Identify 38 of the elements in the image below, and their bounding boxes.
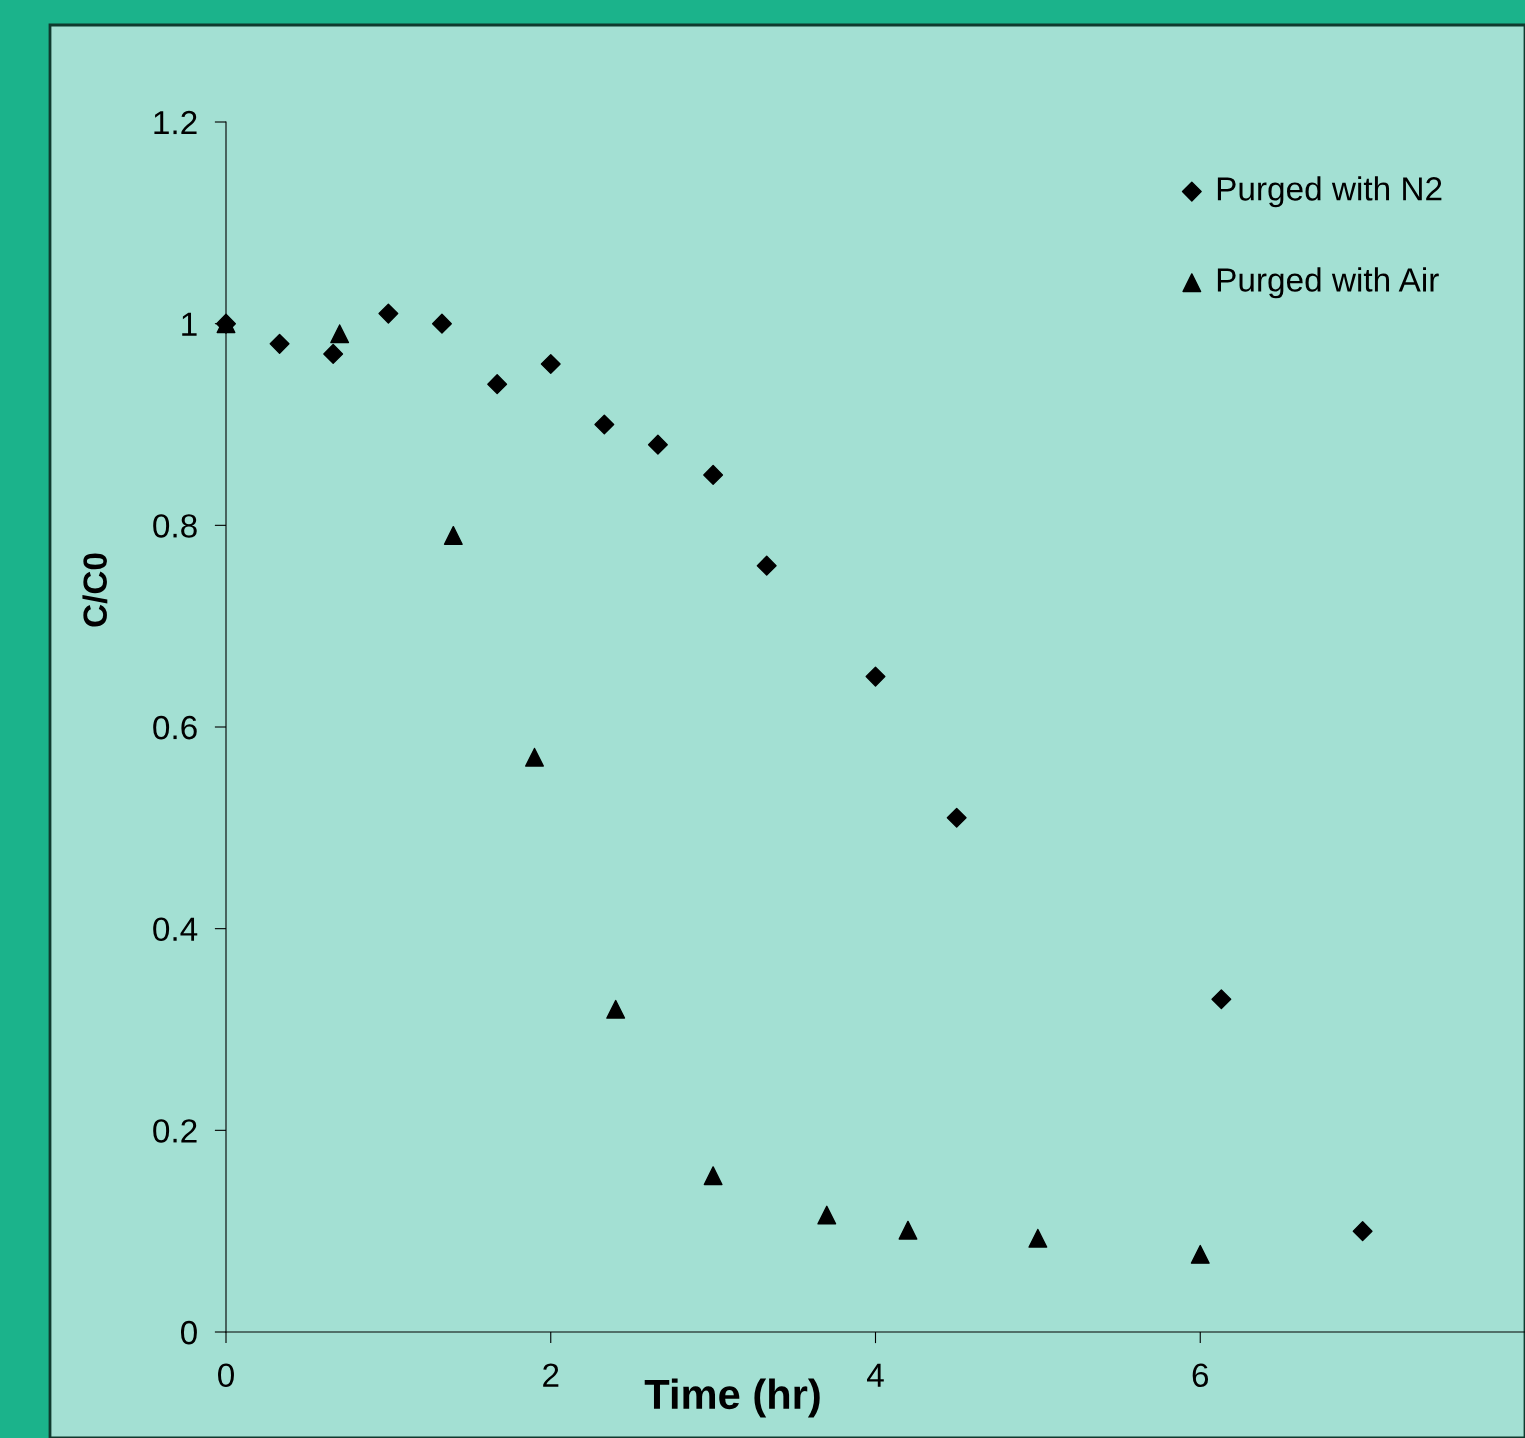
point [898,1220,918,1240]
y-tick-label: 0.8 [153,514,197,538]
point [323,343,344,364]
x-tick-label: 4 [867,1363,884,1387]
legend-label: Purged with Air [1217,267,1439,299]
point [865,666,886,687]
point [703,1166,723,1186]
point [817,1205,837,1225]
point [378,303,399,324]
point [1190,1244,1210,1264]
point [946,807,967,828]
x-tick-label: 6 [1192,1363,1209,1388]
point [487,374,508,395]
point [606,999,626,1019]
point [594,414,615,435]
point [756,555,777,576]
x-tick-label: 2 [543,1363,559,1387]
legend-label: Purged with N2 [1217,176,1442,208]
y-tick-label: 0.4 [153,917,198,942]
point [525,747,544,767]
y-axis-title: C/C0 [82,553,108,627]
y-tick-label: 0.2 [153,1119,197,1143]
point [269,333,290,354]
point [647,434,668,455]
x-axis-title: Time (hr) [644,1378,820,1418]
x-tick-label: 0 [218,1363,234,1388]
point [443,525,463,545]
y-tick-label: 0 [180,1320,197,1345]
point [540,353,561,375]
point [330,324,350,344]
point [703,464,724,485]
point [431,313,452,334]
point [1211,989,1232,1010]
y-tick-label: 1 [182,312,197,336]
point [1028,1228,1048,1248]
y-tick-label: 0.6 [153,715,197,740]
y-tick-label: 1.2 [154,110,197,135]
point [1352,1221,1373,1242]
